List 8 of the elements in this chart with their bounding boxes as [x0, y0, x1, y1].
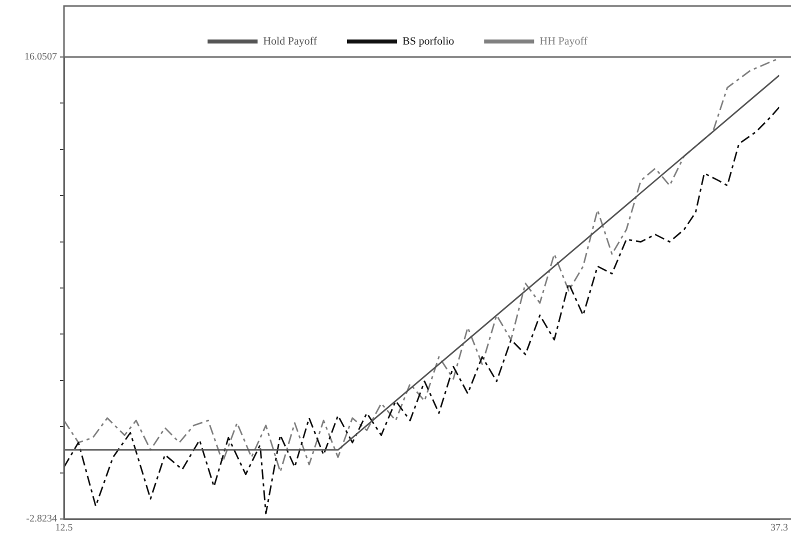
y-tick-label: -2.8234	[26, 514, 57, 525]
x-tick-label: 12.5	[55, 522, 73, 534]
y-tick-label: 16.0507	[24, 52, 57, 63]
legend-label: Hold Payoff	[263, 35, 318, 48]
legend-label: HH Payoff	[540, 35, 588, 48]
line-series	[64, 106, 780, 514]
x-tick-label: 37.3	[770, 522, 788, 534]
legend-label: BS porfolio	[402, 35, 455, 48]
